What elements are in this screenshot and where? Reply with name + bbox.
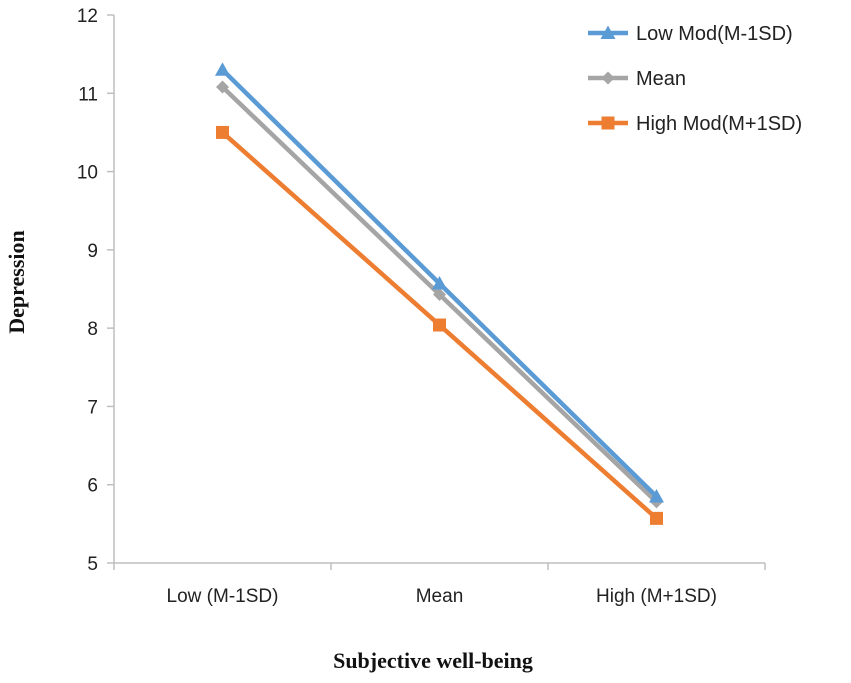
data-point bbox=[649, 488, 664, 503]
legend-label: Mean bbox=[636, 68, 686, 90]
y-axis-title: Depression bbox=[4, 230, 29, 334]
series-lines bbox=[215, 62, 664, 525]
data-point bbox=[215, 62, 230, 76]
x-axis: Low (M-1SD) Mean High (M+1SD) bbox=[113, 562, 766, 607]
legend-marker bbox=[600, 25, 616, 39]
y-tick-label: 5 bbox=[87, 554, 98, 575]
data-point bbox=[216, 80, 229, 94]
y-tick-label: 8 bbox=[87, 319, 98, 340]
legend-label: High Mod(M+1SD) bbox=[636, 113, 802, 135]
data-point bbox=[216, 125, 229, 139]
data-point bbox=[433, 318, 446, 332]
legend-marker bbox=[601, 71, 615, 85]
data-point bbox=[432, 276, 447, 290]
y-tick-label: 11 bbox=[78, 84, 98, 105]
legend-item: Mean bbox=[588, 68, 686, 90]
data-point bbox=[650, 511, 663, 525]
legend-marker bbox=[601, 116, 615, 130]
x-tick-label: Mean bbox=[416, 586, 464, 607]
y-tick-label: 10 bbox=[77, 163, 98, 184]
x-axis-title: Subjective well-being bbox=[333, 648, 533, 673]
x-tick-label: High (M+1SD) bbox=[596, 586, 717, 607]
y-tick-label: 7 bbox=[87, 397, 98, 418]
data-point bbox=[433, 287, 446, 301]
legend-label: Low Mod(M-1SD) bbox=[636, 23, 793, 45]
y-tick-label: 12 bbox=[77, 6, 98, 27]
y-tick-label: 6 bbox=[87, 476, 98, 497]
legend-item: High Mod(M+1SD) bbox=[588, 113, 802, 135]
series-1 bbox=[215, 62, 664, 503]
y-axis: 5 6 7 8 9 10 11 12 bbox=[77, 6, 115, 575]
y-tick-label: 9 bbox=[87, 241, 98, 262]
legend-item: Low Mod(M-1SD) bbox=[588, 23, 793, 45]
series-3 bbox=[216, 125, 663, 525]
series-2 bbox=[216, 80, 663, 509]
x-tick-label: Low (M-1SD) bbox=[167, 586, 279, 607]
legend: Low Mod(M-1SD) Mean High Mod(M+1SD) bbox=[588, 23, 802, 135]
